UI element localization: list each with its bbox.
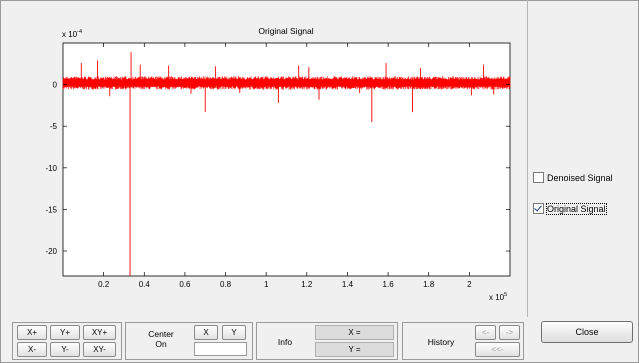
y-tick-label: -15 [45,205,57,214]
history-group: History <- -> <<- [402,322,524,360]
zoom-y-plus-button[interactable]: Y+ [50,325,80,340]
center-x-button[interactable]: X [194,325,218,340]
zoom-x-minus-button[interactable]: X- [17,342,47,357]
center-value-field[interactable] [194,342,247,356]
zoom-xy-plus-button[interactable]: XY+ [83,325,116,340]
plot-panel: 0.2 0.4 0.6 0.8 1 1.2 1.4 1.6 1.8 2 0 -5 -10 -15 -20 … [0,0,528,317]
x-exponent-label: x 105 [489,292,507,302]
x-tick-label: 0.8 [220,280,232,289]
signal-chart[interactable]: 0.2 0.4 0.6 0.8 1 1.2 1.4 1.6 1.8 2 0-5-10-15-20 … [0,0,527,317]
denoised-toggle[interactable]: Denoised Signal [533,172,613,183]
x-tick-label: 1.2 [301,280,313,289]
center-label: Center [148,329,174,339]
y-tick-label: -10 [45,164,57,173]
history-reset-button[interactable]: <<- [475,342,520,357]
center-group: Center On X Y [125,322,253,360]
close-button[interactable]: Close [541,321,633,343]
denoised-checkbox[interactable] [533,172,544,183]
y-tick-label: -20 [45,247,57,256]
x-tick-label: 0.4 [139,280,151,289]
info-group: Info X = Y = [256,322,398,360]
x-tick-label: 0.2 [98,280,110,289]
x-tick-label: 1.4 [342,280,354,289]
history-label: History [427,337,455,347]
zoom-y-minus-button[interactable]: Y- [50,342,80,357]
chart-title: Original Signal [258,26,313,36]
bottom-toolbar: X+ Y+ XY+ X- Y- XY- Center On X Y Info X… [0,318,527,362]
x-readout: X = [315,325,394,340]
y-tick-label: -5 [50,122,58,131]
zoom-group: X+ Y+ XY+ X- Y- XY- [12,322,122,360]
y-readout: Y = [315,342,394,357]
x-tick-label: 1.8 [423,280,435,289]
y-exponent-label: x 10-4 [62,29,82,39]
original-toggle[interactable]: Original Signal [533,202,607,215]
y-tick-label: 0 [53,81,58,90]
info-label: Info [277,337,293,347]
center-y-button[interactable]: Y [222,325,246,340]
original-label: Original Signal [546,202,607,215]
x-tick-label: 0.6 [179,280,191,289]
side-panel: Denoised Signal Original Signal Close [528,0,638,362]
zoom-x-plus-button[interactable]: X+ [17,325,47,340]
original-checkbox[interactable] [533,203,544,214]
denoised-label: Denoised Signal [547,172,613,183]
x-tick-label: 1 [264,280,269,289]
center-on-label: On [155,339,167,349]
history-back-button[interactable]: <- [475,325,496,340]
x-tick-label: 2 [467,280,472,289]
zoom-xy-minus-button[interactable]: XY- [83,342,116,357]
history-forward-button[interactable]: -> [499,325,520,340]
x-tick-label: 1.6 [383,280,395,289]
